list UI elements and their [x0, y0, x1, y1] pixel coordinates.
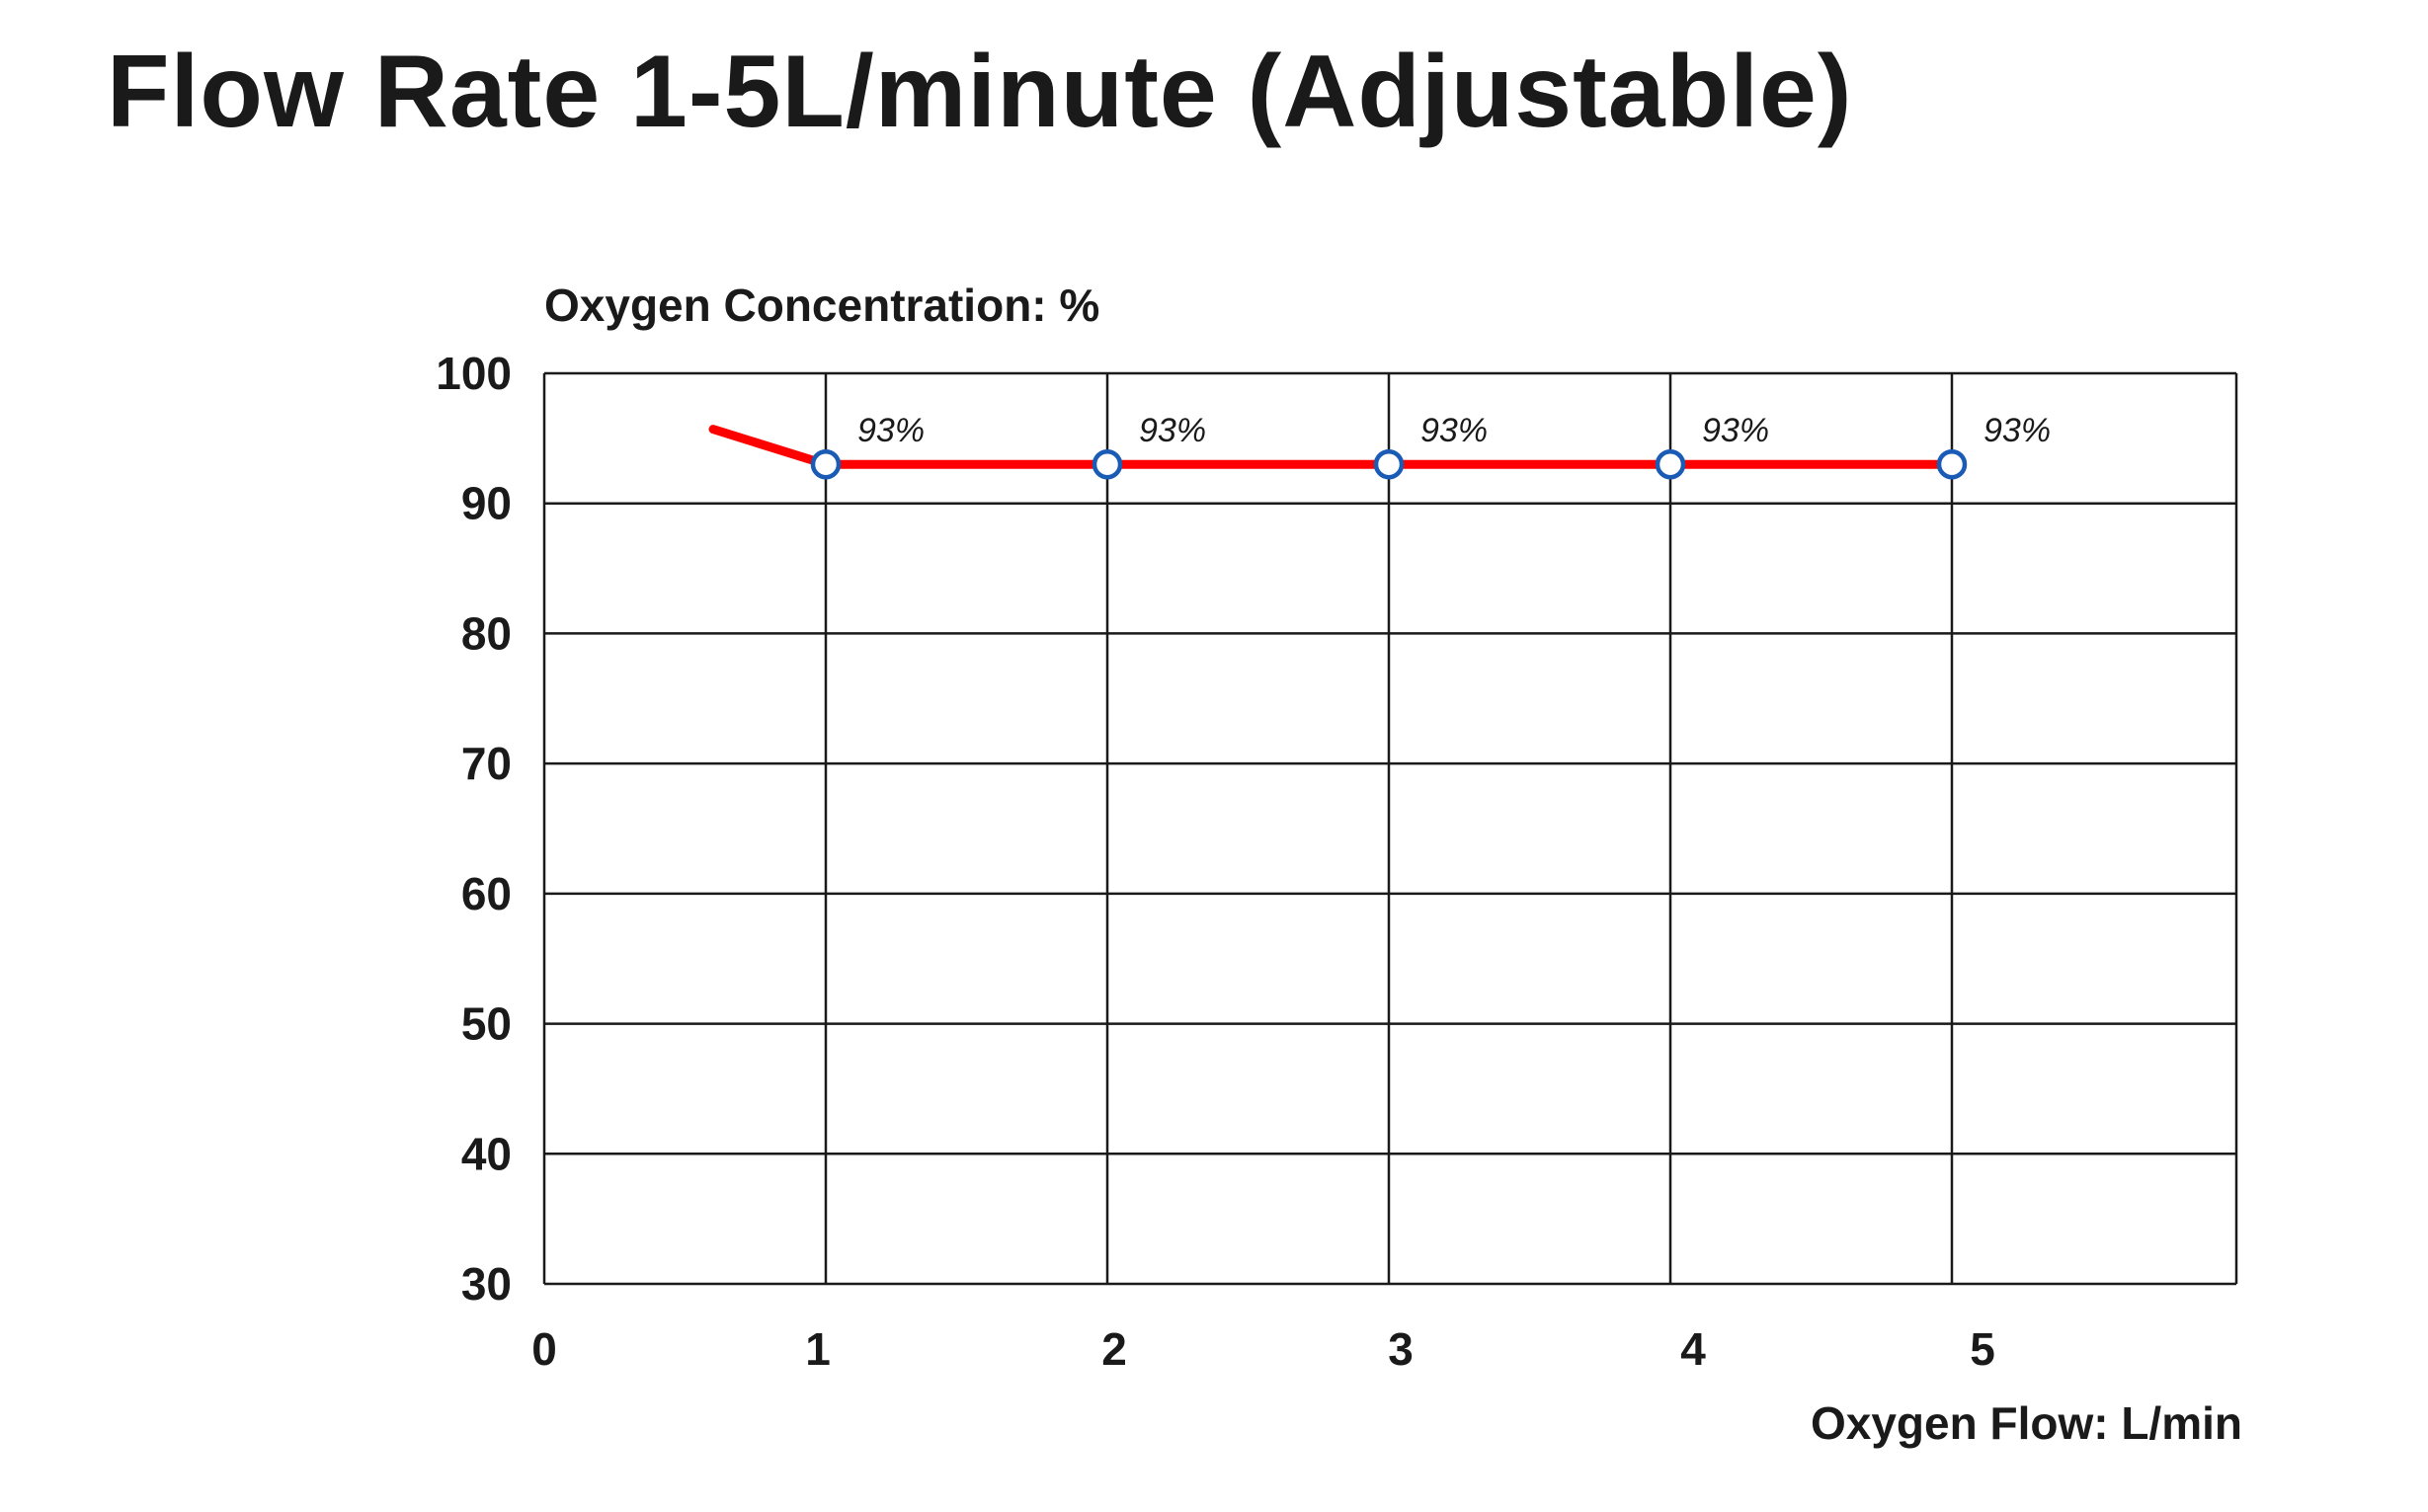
- x-tick-label: 3: [1388, 1323, 1414, 1375]
- y-tick-label: 30: [461, 1258, 512, 1310]
- data-point-marker: [1655, 448, 1686, 480]
- x-tick-label: 0: [531, 1323, 557, 1375]
- data-point-marker: [1936, 448, 1968, 480]
- data-point-marker: [810, 448, 842, 480]
- y-tick-label: 100: [436, 348, 512, 399]
- y-tick-label: 50: [461, 998, 512, 1050]
- x-tick-label: 4: [1680, 1323, 1706, 1375]
- data-label: 93%: [1983, 412, 2051, 449]
- chart-labels: 30 40 50 60 70 80 90 100 0 1 2 3 4 5 93% 93% 93% 93% 93%: [436, 348, 2051, 1375]
- y-tick-label: 60: [461, 868, 512, 919]
- data-label: 93%: [1702, 412, 1769, 449]
- y-tick-label: 90: [461, 478, 512, 529]
- y-tick-label: 70: [461, 738, 512, 789]
- data-point-marker: [1092, 448, 1123, 480]
- data-point-marker: [1373, 448, 1405, 480]
- data-label: 93%: [1139, 412, 1206, 449]
- x-axis-title: Oxygen Flow: L/min: [1811, 1397, 2242, 1449]
- chart-grid: [542, 371, 2238, 1286]
- series-lead-in-line: [708, 425, 831, 469]
- data-label: 93%: [1420, 412, 1488, 449]
- x-tick-label: 1: [805, 1323, 831, 1375]
- x-tick-label: 2: [1101, 1323, 1127, 1375]
- data-label: 93%: [857, 412, 925, 449]
- y-tick-label: 40: [461, 1128, 512, 1179]
- y-axis-title: Oxygen Concentration: %: [544, 279, 1099, 331]
- y-tick-label: 80: [461, 607, 512, 659]
- page-title: Flow Rate 1-5L/minute (Adjustable): [107, 35, 1853, 149]
- x-tick-label: 5: [1970, 1323, 1995, 1375]
- chart-series: [708, 425, 1968, 480]
